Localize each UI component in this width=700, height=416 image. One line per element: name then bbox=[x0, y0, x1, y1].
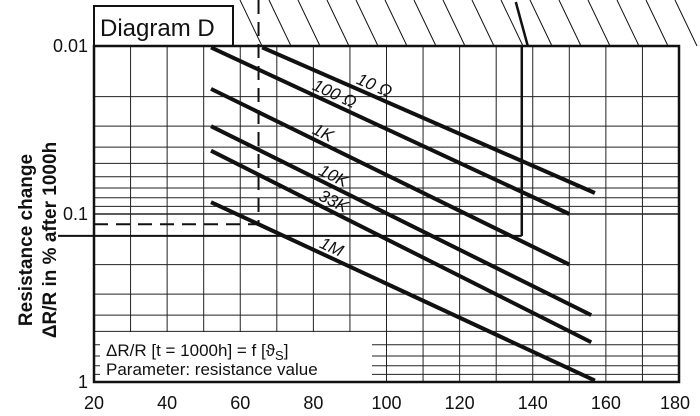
top-diagonal-hatch bbox=[239, 0, 698, 47]
x-tick-label: 140 bbox=[518, 393, 548, 413]
hatch-line bbox=[413, 0, 437, 47]
x-tick-label: 160 bbox=[591, 393, 621, 413]
series-line-5 bbox=[210, 200, 596, 383]
series-line-1 bbox=[210, 45, 571, 216]
hatch-line bbox=[442, 0, 466, 47]
solid-reference-slant bbox=[514, 1, 529, 47]
hatch-line bbox=[384, 0, 408, 47]
series-label-5: 1M bbox=[317, 233, 347, 261]
annotation-formula: ΔR/R [t = 1000h] = f [ϑS] bbox=[106, 341, 288, 363]
annotation-box bbox=[100, 332, 372, 382]
hatch-line bbox=[239, 0, 263, 47]
y-tick-label: 0.1 bbox=[63, 204, 88, 224]
y-tick-label: 1 bbox=[78, 372, 88, 392]
y-tick-label: 0.01 bbox=[53, 36, 88, 56]
hatch-line bbox=[529, 0, 553, 47]
annotation-parameter: Parameter: resistance value bbox=[106, 360, 318, 379]
series-line-4 bbox=[210, 148, 593, 345]
hatch-line bbox=[297, 0, 321, 47]
series-line-0 bbox=[261, 45, 596, 195]
hatch-line bbox=[500, 0, 524, 47]
x-tick-label: 80 bbox=[303, 393, 323, 413]
hatch-line bbox=[674, 0, 698, 47]
x-tick-label: 100 bbox=[371, 393, 401, 413]
hatch-line bbox=[268, 0, 292, 47]
hatch-line bbox=[471, 0, 495, 47]
series-line-2 bbox=[210, 87, 571, 267]
plot-frame bbox=[92, 44, 681, 384]
x-tick-label: 180 bbox=[660, 393, 690, 413]
hatch-line bbox=[326, 0, 350, 47]
y-axis-title-line1: Resistance change bbox=[16, 154, 37, 326]
x-tick-label: 60 bbox=[230, 393, 250, 413]
y-axis-title-line2: ΔR/R in % after 1000h bbox=[40, 142, 61, 338]
hatch-line bbox=[587, 0, 611, 47]
hatch-line bbox=[645, 0, 669, 47]
x-tick-label: 40 bbox=[157, 393, 177, 413]
reference-lines bbox=[58, 0, 529, 237]
series-lines bbox=[210, 45, 596, 383]
x-tick-label: 120 bbox=[445, 393, 475, 413]
hatch-line bbox=[355, 0, 379, 47]
chart-title: Diagram D bbox=[100, 15, 215, 42]
hatch-line bbox=[616, 0, 640, 47]
series-line-3 bbox=[210, 124, 593, 317]
hatch-line bbox=[558, 0, 582, 47]
x-tick-label: 20 bbox=[84, 393, 104, 413]
